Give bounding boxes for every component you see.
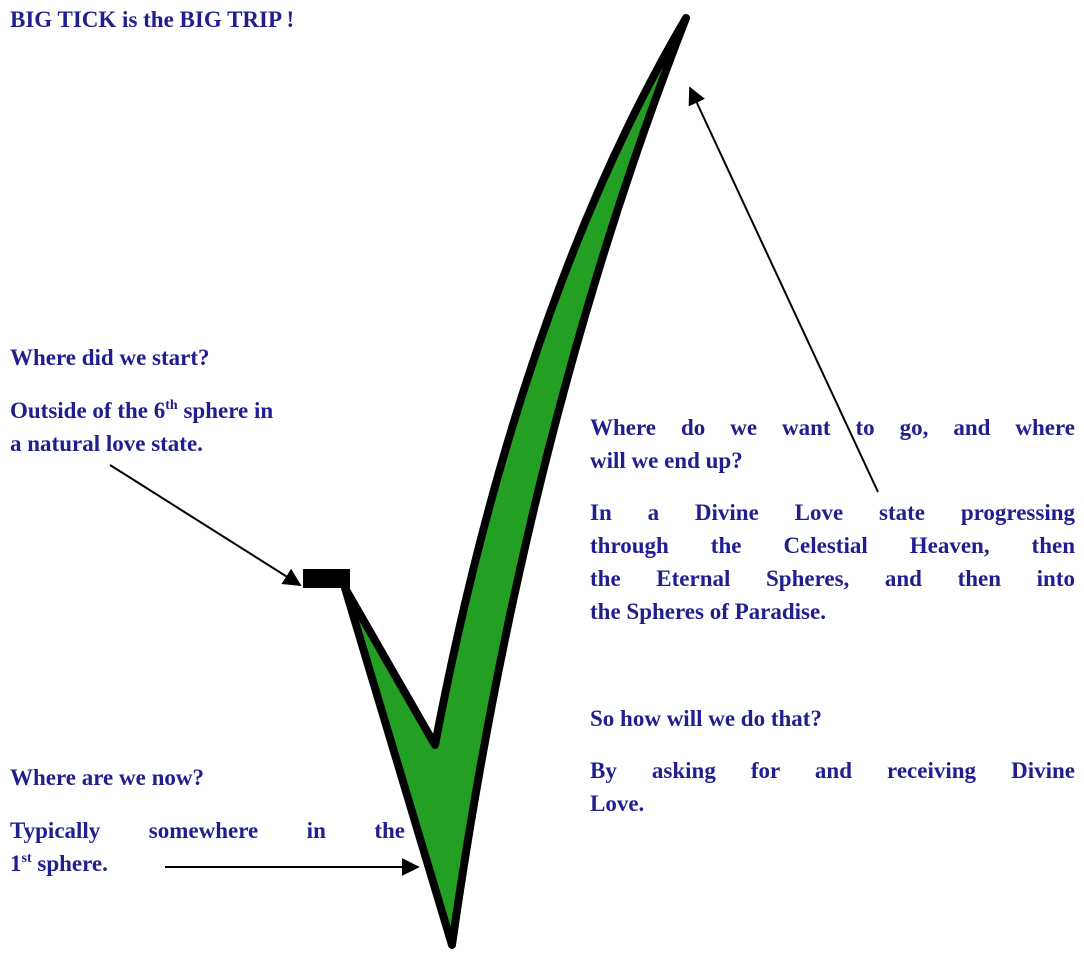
title: BIG TICK is the BIG TRIP ! (10, 7, 295, 32)
goal-answer-line: the Eternal Spheres, and then into (590, 566, 1075, 591)
now-answer-line: Typically somewhere in the (10, 818, 405, 843)
goal-answer-line: the Spheres of Paradise. (590, 599, 826, 624)
superscript: th (165, 398, 178, 413)
start-question: Where did we start? (10, 345, 210, 370)
arrow-start (109, 464, 302, 586)
goal-answer-line: In a Divine Love state progressing (590, 500, 1075, 525)
text: sphere. (31, 851, 108, 876)
goal-question-line: will we end up? (590, 448, 743, 473)
goal-answer-line: through the Celestial Heaven, then (590, 533, 1075, 558)
arrow-end (688, 86, 879, 493)
big-tick (341, 14, 690, 949)
now-answer-line: 1st sphere. (10, 849, 108, 879)
text: 1 (10, 851, 22, 876)
how-answer-line: By asking for and receiving Divine (590, 758, 1075, 783)
start-bar (303, 569, 350, 588)
start-answer-line: Outside of the 6th sphere in (10, 396, 273, 426)
how-question: So how will we do that? (590, 706, 822, 731)
now-question: Where are we now? (10, 765, 204, 790)
goal-question-line: Where do we want to go, and where (590, 415, 1075, 440)
superscript: st (21, 851, 32, 866)
start-answer-line: a natural love state. (10, 431, 203, 456)
how-answer-line: Love. (590, 791, 645, 816)
text: sphere in (177, 398, 274, 423)
text: Outside of the 6 (10, 398, 166, 423)
